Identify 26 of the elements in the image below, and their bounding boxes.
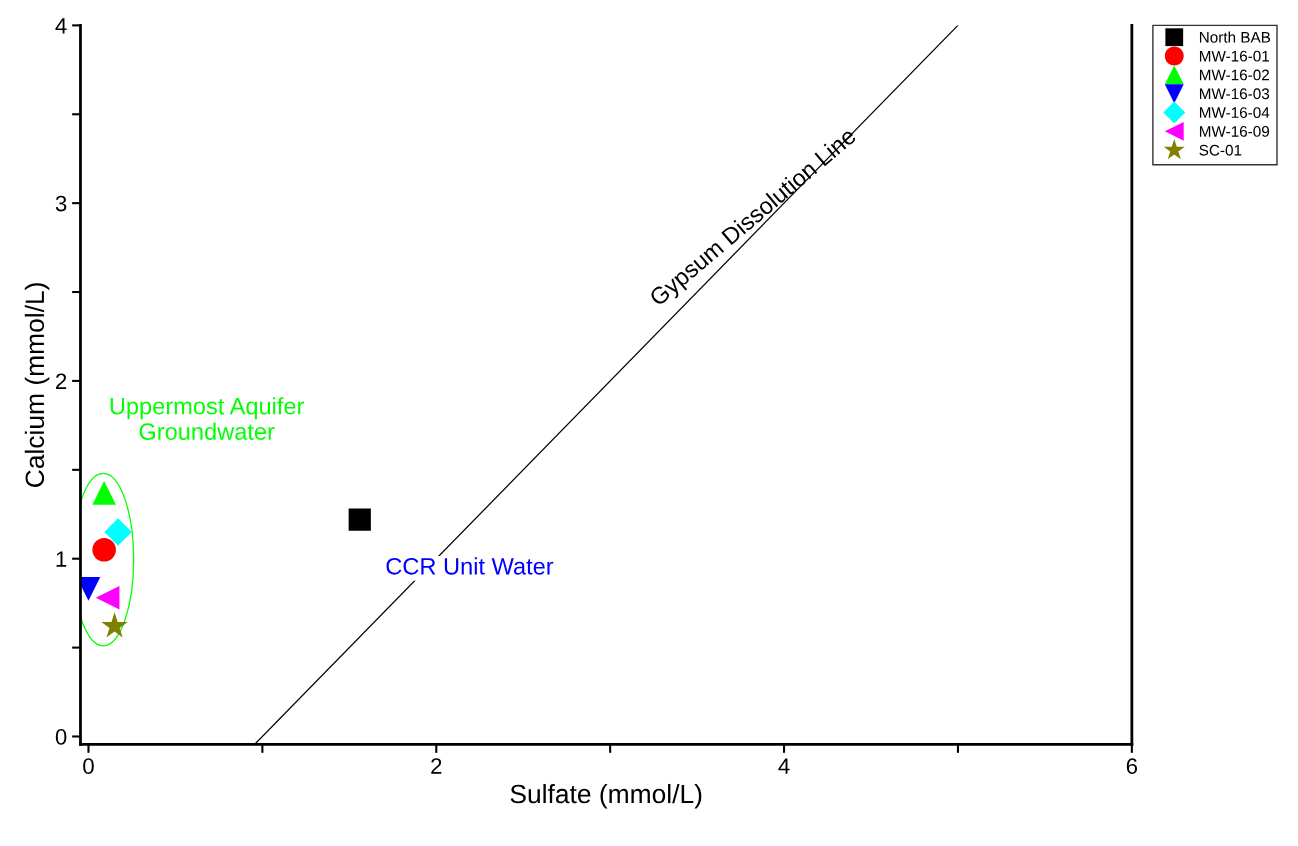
x-tick-label: 6 — [1126, 758, 1138, 774]
y-tick-label: 1 — [56, 551, 67, 567]
legend-label: MW-16-02 — [1199, 69, 1269, 81]
annotation: CCR Unit Water — [386, 557, 554, 575]
x-axis-title: Sulfate (mmol/L) — [510, 783, 702, 809]
x-tick-label: 2 — [431, 758, 442, 774]
point — [92, 538, 116, 562]
point — [95, 586, 120, 610]
x-tick-label: 0 — [83, 758, 94, 774]
legend-label: MW-16-01 — [1199, 50, 1270, 62]
point — [92, 481, 116, 505]
legend-label: SC-01 — [1199, 144, 1242, 156]
legend-label: North BAB — [1199, 31, 1271, 43]
point — [348, 508, 371, 531]
y-tick-label: 2 — [56, 373, 67, 389]
y-tick-label: 3 — [55, 195, 67, 212]
legend-label: MW-16-03 — [1199, 88, 1270, 100]
y-tick-label: 0 — [55, 729, 67, 745]
annotation: Uppermost Aquifer Groundwater — [110, 397, 305, 440]
point — [101, 612, 128, 638]
legend-label: MW-16-04 — [1199, 107, 1270, 119]
y-tick-label: 4 — [55, 18, 67, 34]
x-tick-label: 4 — [778, 758, 790, 774]
point — [104, 518, 132, 546]
y-axis-title: Calcium (mmol/L) — [24, 283, 50, 487]
legend-label: MW-16-09 — [1199, 126, 1270, 137]
